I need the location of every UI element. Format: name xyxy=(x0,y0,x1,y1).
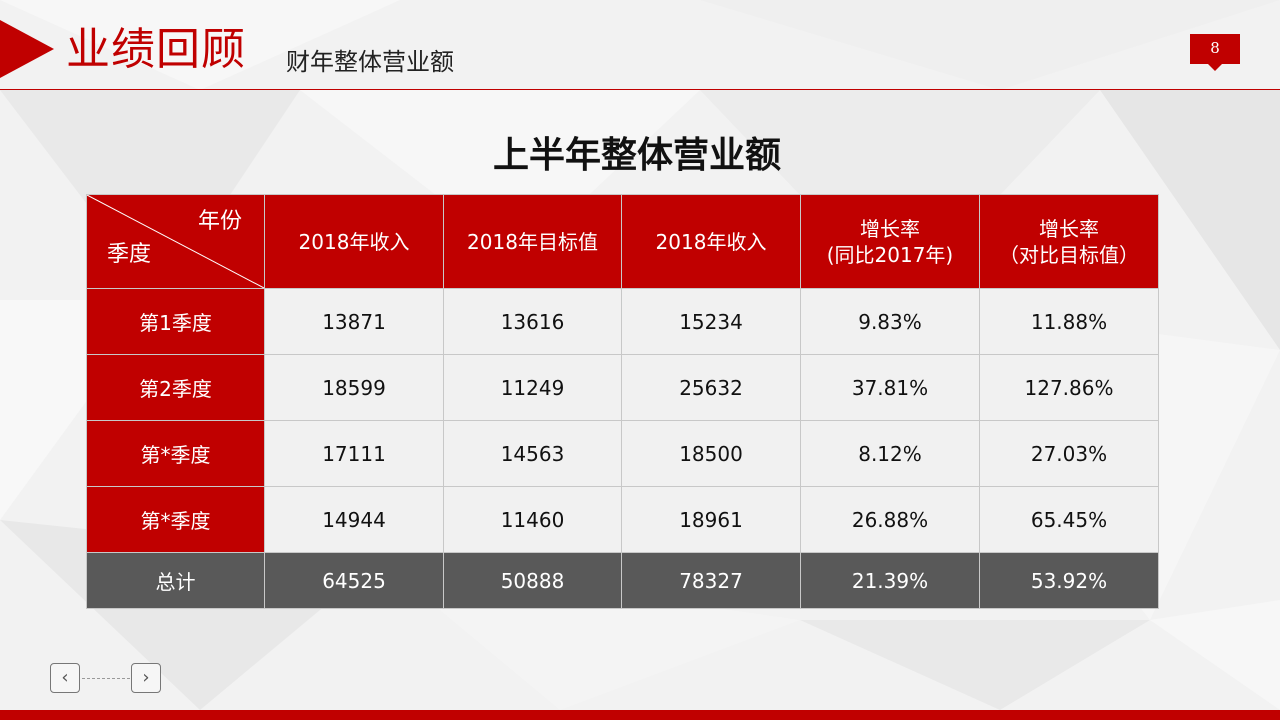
table-cell: 13616 xyxy=(443,288,622,355)
page-title: 业绩回顾 xyxy=(66,24,246,75)
table-cell: 26.88% xyxy=(800,486,980,553)
previous-slide-button[interactable]: ‹ xyxy=(50,663,80,693)
table-cell: 8.12% xyxy=(800,420,980,487)
table-cell: 11.88% xyxy=(979,288,1159,355)
row-label: 第*季度 xyxy=(86,486,265,553)
total-cell: 78327 xyxy=(621,552,801,609)
total-cell: 64525 xyxy=(264,552,444,609)
table-cell: 11249 xyxy=(443,354,622,421)
table-cell: 65.45% xyxy=(979,486,1159,553)
table-cell: 25632 xyxy=(621,354,801,421)
page-number-badge: 8 xyxy=(1190,34,1240,71)
table-cell: 17111 xyxy=(264,420,444,487)
page-subtitle: 财年整体营业额 xyxy=(286,48,454,76)
column-header-line1: 增长率 xyxy=(1039,216,1099,241)
table-cell: 9.83% xyxy=(800,288,980,355)
table-corner-cell: 年份 季度 xyxy=(86,194,265,289)
next-slide-button[interactable]: › xyxy=(131,663,161,693)
table-total-row: 总计 64525 50888 78327 21.39% 53.92% xyxy=(86,552,1159,609)
corner-quarter-label: 季度 xyxy=(107,242,152,267)
table-cell: 14944 xyxy=(264,486,444,553)
corner-year-label: 年份 xyxy=(197,209,242,234)
table-row: 第2季度 18599 11249 25632 37.81% 127.86% xyxy=(86,354,1159,421)
table-header-row: 年份 季度 2018年收入 2018年目标值 2018年收入 增长率 (同比201… xyxy=(86,194,1159,289)
table-cell: 27.03% xyxy=(979,420,1159,487)
chevron-left-icon: ‹ xyxy=(61,667,69,688)
column-header-line1: 增长率 xyxy=(860,216,920,241)
column-header: 2018年收入 xyxy=(621,194,801,289)
table-row: 第*季度 17111 14563 18500 8.12% 27.03% xyxy=(86,420,1159,487)
chevron-right-icon: › xyxy=(142,667,150,688)
table-cell: 18599 xyxy=(264,354,444,421)
diagonal-line xyxy=(87,195,264,288)
row-label: 第2季度 xyxy=(86,354,265,421)
table-row: 第1季度 13871 13616 15234 9.83% 11.88% xyxy=(86,288,1159,355)
header-divider xyxy=(0,89,1280,90)
table-cell: 15234 xyxy=(621,288,801,355)
column-header-line1: 2018年目标值 xyxy=(467,229,598,254)
column-header-line1: 2018年收入 xyxy=(298,229,410,254)
column-header: 增长率 (同比2017年) xyxy=(800,194,980,289)
total-label: 总计 xyxy=(86,552,265,609)
column-header-line2: (同比2017年) xyxy=(826,242,954,267)
header-arrow-icon xyxy=(0,20,54,78)
table-cell: 11460 xyxy=(443,486,622,553)
total-cell: 50888 xyxy=(443,552,622,609)
table-cell: 18500 xyxy=(621,420,801,487)
table-row: 第*季度 14944 11460 18961 26.88% 65.45% xyxy=(86,486,1159,553)
column-header: 增长率 （对比目标值） xyxy=(979,194,1159,289)
revenue-table: 年份 季度 2018年收入 2018年目标值 2018年收入 增长率 (同比201… xyxy=(86,194,1159,609)
column-header-line1: 2018年收入 xyxy=(655,229,767,254)
nav-connector xyxy=(82,678,130,679)
bottom-accent-bar xyxy=(0,710,1280,720)
table-title: 上半年整体营业额 xyxy=(492,135,781,176)
table-cell: 14563 xyxy=(443,420,622,487)
column-header: 2018年目标值 xyxy=(443,194,622,289)
table-cell: 18961 xyxy=(621,486,801,553)
table-cell: 127.86% xyxy=(979,354,1159,421)
column-header: 2018年收入 xyxy=(264,194,444,289)
total-cell: 21.39% xyxy=(800,552,980,609)
row-label: 第1季度 xyxy=(86,288,265,355)
row-label: 第*季度 xyxy=(86,420,265,487)
column-header-line2: （对比目标值） xyxy=(999,242,1139,267)
total-cell: 53.92% xyxy=(979,552,1159,609)
table-cell: 13871 xyxy=(264,288,444,355)
table-cell: 37.81% xyxy=(800,354,980,421)
